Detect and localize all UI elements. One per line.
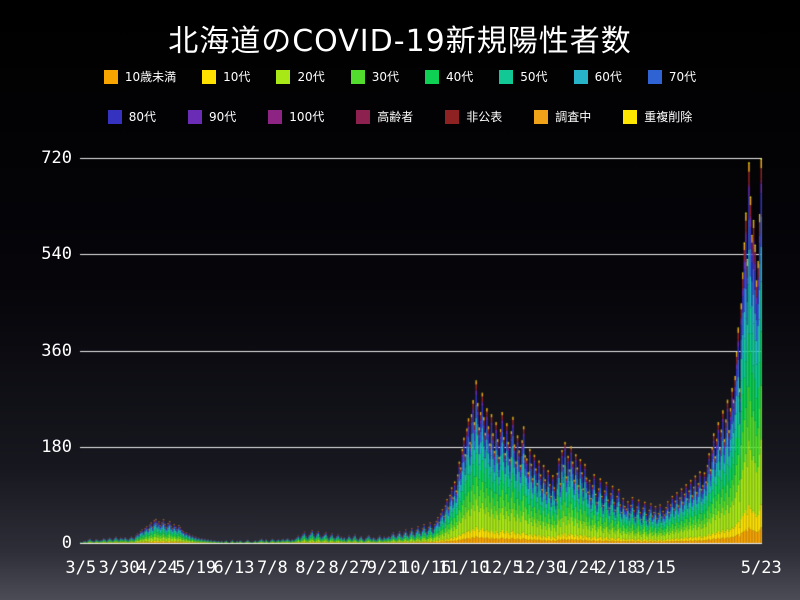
x-axis-label: 1/24 <box>558 558 600 578</box>
legend-swatch-icon <box>107 109 122 124</box>
legend-label: 10歳未満 <box>124 70 177 84</box>
legend-label: 非公表 <box>466 110 503 124</box>
y-axis-label: 180 <box>41 436 72 457</box>
legend-item-5: 50代 <box>499 68 548 85</box>
legend-label: 20代 <box>297 70 325 84</box>
x-axis-label: 2/18 <box>596 558 638 578</box>
legend-item-3: 30代 <box>350 68 399 85</box>
legend-swatch-icon <box>445 109 460 124</box>
legend-swatch-icon <box>103 69 118 84</box>
x-axis-label: 11/10 <box>438 558 490 578</box>
legend-label: 90代 <box>209 110 237 124</box>
x-axis-label: 6/13 <box>213 558 255 578</box>
legend-label: 30代 <box>371 70 399 84</box>
y-axis-label: 360 <box>41 340 72 361</box>
legend-item-10: 100代 <box>268 108 324 125</box>
x-axis-label: 3/5 <box>65 558 97 578</box>
x-axis-label: 3/30 <box>98 558 140 578</box>
legend-item-6: 60代 <box>573 68 622 85</box>
legend-item-0: 10歳未満 <box>103 68 177 85</box>
x-axis-label: 3/15 <box>635 558 676 578</box>
legend-item-1: 10代 <box>202 68 250 85</box>
legend-swatch-icon <box>425 69 439 84</box>
legend-swatch-icon <box>623 109 638 124</box>
legend-item-12: 非公表 <box>445 108 502 125</box>
legend-item-11: 高齢者 <box>356 108 413 125</box>
legend-item-8: 80代 <box>107 108 157 125</box>
y-axis-label: 720 <box>41 148 72 168</box>
x-axis-label: 9/21 <box>366 558 408 578</box>
legend-swatch-icon <box>202 69 217 84</box>
chart-legend-row-2: 80代 90代 100代 高齢者 非公表 調査中 重複削除 <box>0 108 800 125</box>
legend-swatch-icon <box>350 69 365 84</box>
legend-label: 10代 <box>223 70 251 84</box>
legend-item-2: 20代 <box>276 68 325 85</box>
chart-title: 北海道のCOVID-19新規陽性者数 <box>168 24 632 59</box>
x-axis-label: 8/27 <box>328 558 370 578</box>
x-axis-label: 10/16 <box>400 558 452 578</box>
chart-legend-row-1: 10歳未満 10代 20代 30代 40代 50代 60代 70代 <box>0 68 800 85</box>
legend-label: 60代 <box>594 70 622 84</box>
legend-swatch-icon <box>573 69 588 84</box>
legend-item-9: 90代 <box>188 108 236 125</box>
legend-swatch-icon <box>188 109 203 124</box>
legend-label: 40代 <box>446 70 474 84</box>
legend-item-7: 70代 <box>647 68 697 85</box>
legend-label: 70代 <box>668 70 697 84</box>
y-axis-label: 0 <box>61 533 72 553</box>
legend-label: 80代 <box>128 110 157 124</box>
x-axis-label: 12/5 <box>481 558 523 578</box>
y-axis-label: 540 <box>41 244 72 265</box>
x-axis-label: 8/2 <box>295 558 326 578</box>
legend-swatch-icon <box>647 69 662 84</box>
legend-item-4: 40代 <box>425 68 473 85</box>
legend-swatch-icon <box>356 109 371 124</box>
legend-item-13: 調査中 <box>534 108 591 125</box>
x-axis-label: 12/30 <box>514 558 567 578</box>
legend-swatch-icon <box>499 69 514 84</box>
x-axis-label: 5/19 <box>175 558 217 578</box>
legend-label: 調査中 <box>555 110 592 124</box>
legend-label: 高齢者 <box>377 110 414 124</box>
legend-swatch-icon <box>268 109 283 124</box>
legend-label: 50代 <box>520 70 548 84</box>
legend-label: 100代 <box>289 110 325 124</box>
legend-item-14: 重複削除 <box>623 108 692 125</box>
legend-swatch-icon <box>276 69 291 84</box>
x-axis-label: 7/8 <box>256 558 288 578</box>
x-axis-label: 5/23 <box>740 558 782 578</box>
x-axis-label: 4/24 <box>136 558 178 578</box>
legend-label: 重複削除 <box>644 110 693 124</box>
legend-swatch-icon <box>534 109 549 124</box>
